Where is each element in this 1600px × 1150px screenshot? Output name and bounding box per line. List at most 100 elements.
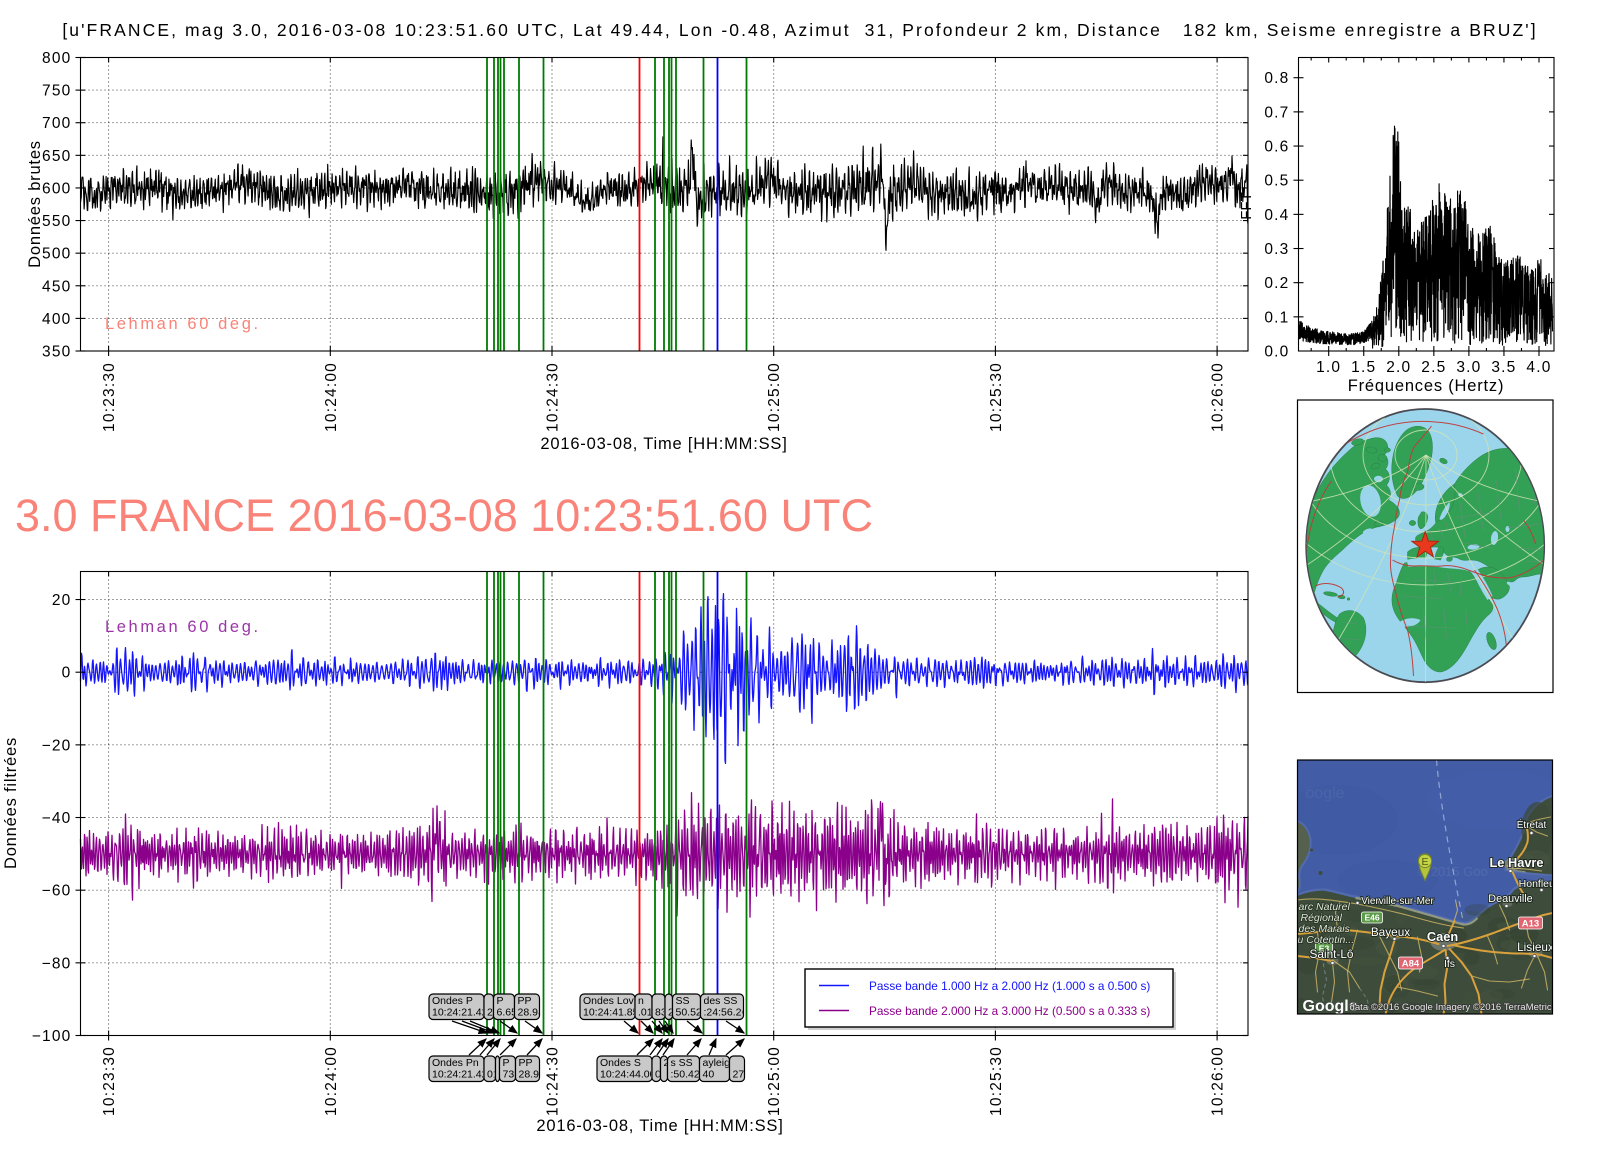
svg-text:2.0: 2.0: [1386, 359, 1411, 376]
svg-text:Deauville: Deauville: [1488, 893, 1532, 905]
svg-text:700: 700: [42, 115, 71, 132]
svg-text:arc Naturel: arc Naturel: [1299, 901, 1351, 913]
svg-text:des Marais: des Marais: [1299, 923, 1351, 935]
svg-text:3.5: 3.5: [1491, 359, 1516, 376]
svg-text:450: 450: [42, 278, 71, 295]
svg-text:10:24:00: 10:24:00: [323, 1046, 340, 1116]
svg-text:Honfleur: Honfleur: [1519, 878, 1559, 890]
svg-text:0.0: 0.0: [1264, 344, 1289, 361]
svg-text:550: 550: [42, 213, 71, 230]
svg-text:P: P: [497, 995, 504, 1007]
svg-text:0.3: 0.3: [1264, 241, 1289, 258]
svg-text:E46: E46: [1364, 912, 1379, 922]
svg-text:800: 800: [42, 50, 71, 67]
svg-text:Régional: Régional: [1301, 912, 1343, 924]
svg-text:600: 600: [42, 180, 71, 197]
svg-text:.01: .01: [638, 1007, 653, 1019]
svg-text:10:23:30: 10:23:30: [101, 362, 118, 432]
svg-text:10:26:00: 10:26:00: [1210, 1046, 1227, 1116]
svg-text:Étretat: Étretat: [1517, 818, 1547, 831]
svg-text:28.94: 28.94: [518, 1007, 544, 1019]
svg-text:Saint-Lô: Saint-Lô: [1310, 947, 1354, 961]
svg-text:28.99: 28.99: [519, 1069, 545, 1081]
svg-text:0.5: 0.5: [1264, 173, 1289, 190]
svg-text:−40: −40: [42, 810, 72, 827]
svg-text:10:24:30: 10:24:30: [545, 362, 562, 432]
svg-text:0: 0: [655, 1069, 661, 1081]
svg-text:1.0: 1.0: [1316, 359, 1341, 376]
svg-text:SS: SS: [676, 995, 690, 1007]
svg-text:A84: A84: [1402, 958, 1420, 969]
svg-text::24:56.26: :24:56.26: [704, 1007, 748, 1019]
svg-text:E: E: [1421, 856, 1428, 868]
svg-text:2016-03-08, Time [HH:MM:SS]: 2016-03-08, Time [HH:MM:SS]: [536, 1117, 783, 1135]
svg-text:650: 650: [42, 148, 71, 165]
svg-text:Lisieux: Lisieux: [1517, 940, 1554, 954]
svg-text:Lehman 60 deg.: Lehman 60 deg.: [105, 315, 261, 333]
svg-text:FFT: FFT: [1238, 192, 1255, 220]
svg-text:01: 01: [487, 1069, 499, 1081]
svg-text:Fréquences (Hertz): Fréquences (Hertz): [1348, 377, 1505, 395]
svg-text:2: 2: [664, 1057, 670, 1069]
svg-text:10:25:00: 10:25:00: [766, 362, 783, 432]
svg-text:−80: −80: [42, 955, 72, 972]
svg-text:10:24:00: 10:24:00: [323, 362, 340, 432]
svg-text:Lehman 60 deg.: Lehman 60 deg.: [105, 618, 261, 636]
svg-text:−100: −100: [32, 1028, 72, 1045]
svg-text:50.52: 50.52: [676, 1007, 702, 1019]
svg-text:u Cotentin...: u Cotentin...: [1298, 934, 1355, 946]
svg-text:PP: PP: [519, 1057, 533, 1069]
svg-text:10:24:21.42: 10:24:21.42: [432, 1069, 488, 1081]
svg-text:0.6: 0.6: [1264, 139, 1289, 156]
svg-text:[u'FRANCE, mag 3.0, 2016-03-08: [u'FRANCE, mag 3.0, 2016-03-08 10:23:51.…: [62, 20, 1537, 40]
svg-text:6.65: 6.65: [497, 1007, 518, 1019]
svg-text:1.5: 1.5: [1351, 359, 1376, 376]
svg-text:Passe bande 1.000 Hz a 2.000 H: Passe bande 1.000 Hz a 2.000 Hz (1.000 s…: [869, 979, 1150, 993]
svg-text:Ondes Pn: Ondes Pn: [432, 1057, 479, 1069]
svg-text:0.4: 0.4: [1264, 207, 1289, 224]
svg-text:Ondes P: Ondes P: [432, 995, 473, 1007]
svg-text:3.0: 3.0: [1456, 359, 1481, 376]
svg-text:oogle: oogle: [1306, 785, 1345, 802]
svg-text:Passe bande 2.000 Hz a 3.000 H: Passe bande 2.000 Hz a 3.000 Hz (0.500 s…: [869, 1004, 1150, 1018]
svg-text:des SS: des SS: [704, 995, 738, 1007]
svg-text:0.7: 0.7: [1264, 104, 1289, 121]
svg-text:Données brutes: Données brutes: [26, 140, 44, 268]
svg-text:500: 500: [42, 246, 71, 263]
svg-text:3.0 FRANCE 2016-03-08 10:23:51: 3.0 FRANCE 2016-03-08 10:23:51.60 UTC: [15, 490, 873, 541]
svg-text:Ondes Love: Ondes Love: [583, 995, 640, 1007]
svg-text:Bayeux: Bayeux: [1371, 925, 1410, 939]
svg-text:Le Havre: Le Havre: [1489, 855, 1543, 870]
svg-text::50.42: :50.42: [671, 1069, 700, 1081]
svg-text:n: n: [638, 995, 644, 1007]
svg-text:0.1: 0.1: [1264, 309, 1289, 326]
svg-text:4.0: 4.0: [1526, 359, 1551, 376]
svg-text:Données filtrées: Données filtrées: [2, 737, 20, 869]
svg-text:2016-03-08, Time [HH:MM:SS]: 2016-03-08, Time [HH:MM:SS]: [540, 435, 787, 453]
svg-text:10:24:41.85: 10:24:41.85: [583, 1007, 639, 1019]
svg-text:2: 2: [668, 1007, 674, 1019]
svg-text:10:23:30: 10:23:30: [101, 1046, 118, 1116]
svg-text:ayleigh: ayleigh: [703, 1057, 736, 1069]
svg-text:40: 40: [703, 1069, 715, 1081]
svg-text:10:24:30: 10:24:30: [545, 1046, 562, 1116]
svg-text:10:25:30: 10:25:30: [988, 1046, 1005, 1116]
svg-text:© 2015 Goo: © 2015 Goo: [1418, 864, 1488, 879]
svg-text:73: 73: [503, 1069, 515, 1081]
svg-text:750: 750: [42, 83, 71, 100]
svg-text:27: 27: [733, 1069, 745, 1081]
svg-text:2.5: 2.5: [1421, 359, 1446, 376]
svg-text:400: 400: [42, 311, 71, 328]
svg-text:A13: A13: [1522, 918, 1539, 929]
svg-text:Ifs: Ifs: [1444, 958, 1455, 970]
svg-text:Google: Google: [1303, 998, 1358, 1015]
svg-text:E3: E3: [1319, 943, 1330, 953]
svg-text:s SS: s SS: [671, 1057, 693, 1069]
svg-text:10:24:44.00: 10:24:44.00: [600, 1069, 656, 1081]
svg-text:2: 2: [487, 1007, 493, 1019]
svg-text:P: P: [503, 1057, 510, 1069]
svg-text:−60: −60: [42, 883, 72, 900]
svg-text:83: 83: [655, 1007, 667, 1019]
svg-text:10:25:30: 10:25:30: [988, 362, 1005, 432]
svg-text:350: 350: [42, 344, 71, 361]
